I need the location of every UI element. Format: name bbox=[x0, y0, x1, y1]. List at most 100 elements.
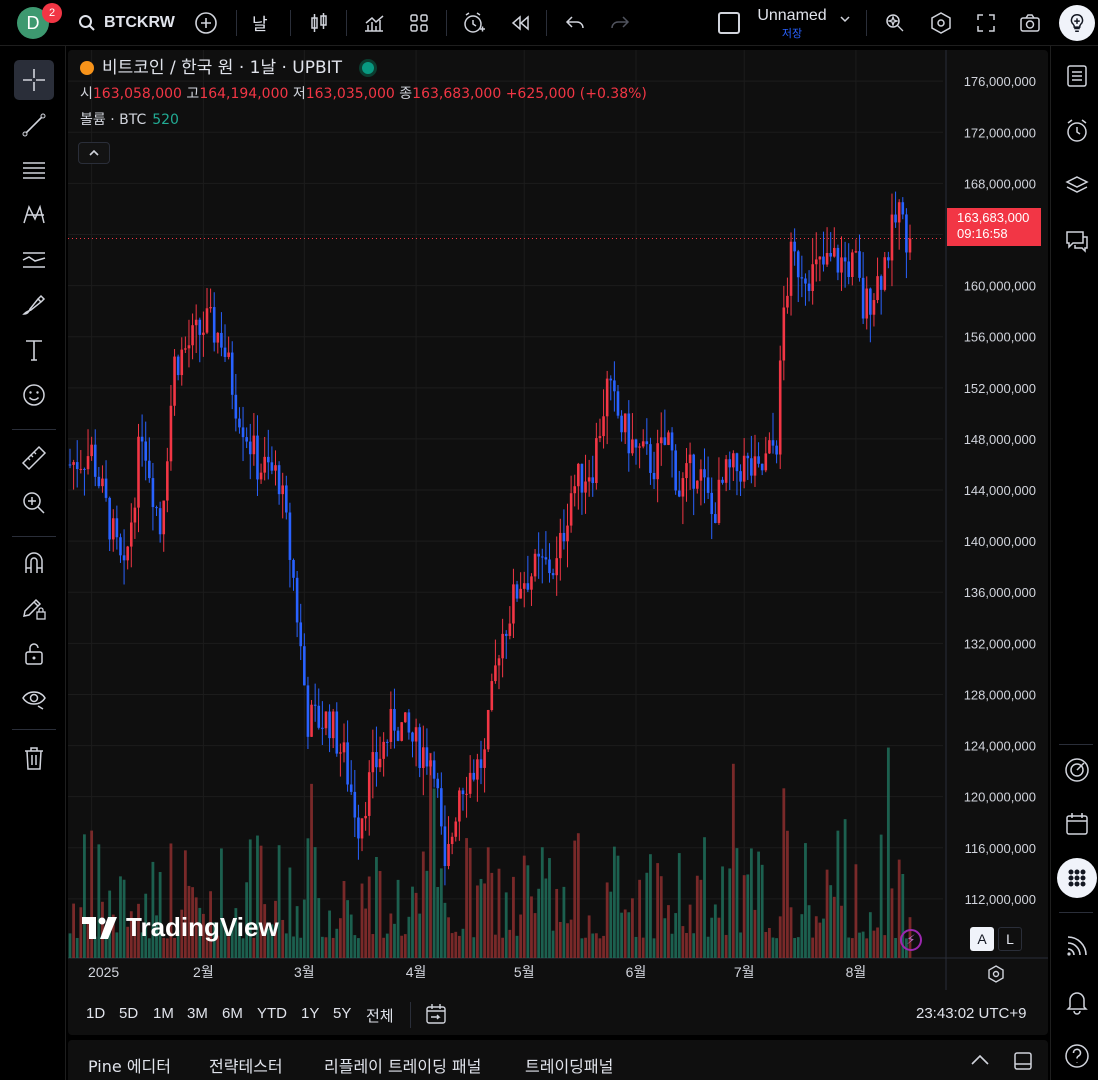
volume-bar bbox=[775, 938, 779, 958]
range-5y[interactable]: 5Y bbox=[333, 1005, 352, 1022]
replay-button[interactable] bbox=[505, 8, 535, 38]
candle-body bbox=[220, 332, 223, 348]
chart-type-button[interactable] bbox=[304, 8, 334, 38]
volume-bar bbox=[735, 848, 739, 958]
go-to-date-button[interactable] bbox=[424, 1002, 448, 1030]
chart-pane[interactable]: 176,000,000172,000,000168,000,000164,000… bbox=[68, 50, 1048, 1035]
range-1y[interactable]: 1Y bbox=[301, 1005, 320, 1022]
brush-tool[interactable] bbox=[14, 285, 54, 325]
chevron-up-icon[interactable] bbox=[968, 1050, 992, 1074]
text-tool[interactable] bbox=[14, 330, 54, 370]
settings-button[interactable] bbox=[926, 8, 956, 38]
log-scale-toggle[interactable]: L bbox=[998, 927, 1022, 951]
notifications-button[interactable] bbox=[1059, 983, 1095, 1019]
pattern-tool[interactable] bbox=[14, 195, 54, 235]
candle-body bbox=[104, 478, 108, 498]
range-all[interactable]: 전체 bbox=[366, 1008, 394, 1025]
candle-body bbox=[634, 439, 638, 448]
volume-bar bbox=[865, 938, 869, 958]
maximize-panel-icon[interactable] bbox=[1012, 1050, 1034, 1076]
candle-body bbox=[281, 485, 285, 495]
legend-title-row[interactable]: 비트코인 / 한국 원 · 1날 · UPBIT bbox=[80, 58, 647, 78]
volume-bar bbox=[212, 922, 216, 958]
lock-tool[interactable] bbox=[14, 633, 54, 673]
undo-button[interactable] bbox=[560, 8, 590, 38]
indicators-button[interactable] bbox=[359, 8, 389, 38]
y-tick-label: 124,000,000 bbox=[964, 739, 1036, 754]
forecast-tool[interactable] bbox=[14, 240, 54, 280]
candle-body bbox=[865, 288, 869, 319]
emoji-tool[interactable] bbox=[14, 375, 54, 415]
fib-tool[interactable] bbox=[14, 150, 54, 190]
lock-drawings-tool[interactable] bbox=[14, 588, 54, 628]
range-5d[interactable]: 5D bbox=[119, 1005, 139, 1022]
magnet-tool[interactable] bbox=[14, 543, 54, 583]
tab-strategy-tester[interactable]: 전략테스터 bbox=[209, 1057, 283, 1076]
alerts-button[interactable] bbox=[1059, 113, 1095, 149]
remove-drawings-tool[interactable] bbox=[14, 738, 54, 778]
candle-body bbox=[739, 471, 742, 482]
interval-button[interactable]: 날 bbox=[252, 15, 268, 35]
hotlists-button[interactable] bbox=[1059, 752, 1095, 788]
candle-body bbox=[184, 348, 187, 350]
object-tree-button[interactable] bbox=[1059, 168, 1095, 204]
measure-tool[interactable] bbox=[14, 438, 54, 478]
alert-button[interactable] bbox=[459, 8, 489, 38]
volume-bar bbox=[703, 837, 706, 958]
timezone-clock[interactable]: 23:43:02 UTC+9 bbox=[916, 1005, 1027, 1022]
fullscreen-button[interactable] bbox=[971, 8, 1001, 38]
volume-legend[interactable]: 볼륨 · BTC 520 bbox=[80, 110, 647, 130]
range-6m[interactable]: 6M bbox=[222, 1005, 243, 1022]
templates-button[interactable] bbox=[404, 8, 434, 38]
volume-bar bbox=[778, 916, 782, 958]
crosshair-tool[interactable] bbox=[14, 60, 54, 100]
multi-layout-button[interactable] bbox=[718, 12, 740, 34]
save-status[interactable]: 저장 bbox=[781, 27, 803, 40]
price-chart[interactable]: 176,000,000172,000,000168,000,000164,000… bbox=[68, 50, 1048, 990]
candle-body bbox=[861, 277, 865, 319]
streams-button[interactable] bbox=[1059, 928, 1095, 964]
candle-body bbox=[584, 481, 587, 493]
tab-trading-panel[interactable]: 트레이딩패널 bbox=[525, 1057, 614, 1076]
help-button[interactable] bbox=[1059, 1038, 1095, 1074]
chats-button[interactable] bbox=[1059, 223, 1095, 259]
compare-symbol-button[interactable] bbox=[191, 8, 221, 38]
candle-body bbox=[472, 772, 476, 780]
quick-search-button[interactable] bbox=[880, 8, 910, 38]
visibility-tool[interactable] bbox=[14, 678, 54, 718]
layout-name[interactable]: Unnamed bbox=[757, 7, 827, 24]
watchlist-button[interactable] bbox=[1059, 58, 1095, 94]
volume-bar bbox=[115, 932, 119, 958]
projection-icon bbox=[22, 252, 46, 268]
publish-button[interactable] bbox=[1059, 5, 1095, 41]
zoom-tool[interactable] bbox=[14, 483, 54, 523]
screenshot-button[interactable] bbox=[1015, 8, 1045, 38]
volume-bar bbox=[580, 938, 584, 958]
volume-bar bbox=[454, 931, 458, 958]
volume-bar bbox=[490, 872, 494, 958]
chevron-down-icon[interactable] bbox=[838, 12, 852, 30]
symbol-search-button[interactable]: BTCKRW bbox=[78, 0, 175, 46]
auto-scale-toggle[interactable]: A bbox=[970, 927, 994, 951]
lightning-icon[interactable]: ⚡ bbox=[900, 929, 922, 951]
tradingview-logo[interactable]: TradingView bbox=[82, 912, 279, 943]
redo-button[interactable] bbox=[605, 8, 635, 38]
tab-replay-trading[interactable]: 리플레이 트레이딩 패널 bbox=[324, 1057, 482, 1076]
collapse-legend-button[interactable] bbox=[78, 142, 110, 164]
axis-settings-button[interactable] bbox=[986, 964, 1006, 988]
tab-pine-editor[interactable]: Pine 에디터 bbox=[88, 1057, 171, 1076]
volume-bar bbox=[97, 844, 101, 958]
products-button[interactable] bbox=[1057, 858, 1097, 898]
divider bbox=[410, 1002, 411, 1028]
volume-bar bbox=[140, 932, 144, 958]
trendline-tool[interactable] bbox=[14, 105, 54, 145]
range-1m[interactable]: 1M bbox=[153, 1005, 174, 1022]
range-ytd[interactable]: YTD bbox=[257, 1005, 287, 1022]
range-3m[interactable]: 3M bbox=[187, 1005, 208, 1022]
candle-body bbox=[191, 325, 194, 346]
calendar-button[interactable] bbox=[1059, 806, 1095, 842]
range-1d[interactable]: 1D bbox=[86, 1005, 106, 1022]
volume-bar bbox=[562, 886, 566, 958]
volume-bar bbox=[281, 919, 285, 958]
volume-bar bbox=[858, 932, 861, 958]
